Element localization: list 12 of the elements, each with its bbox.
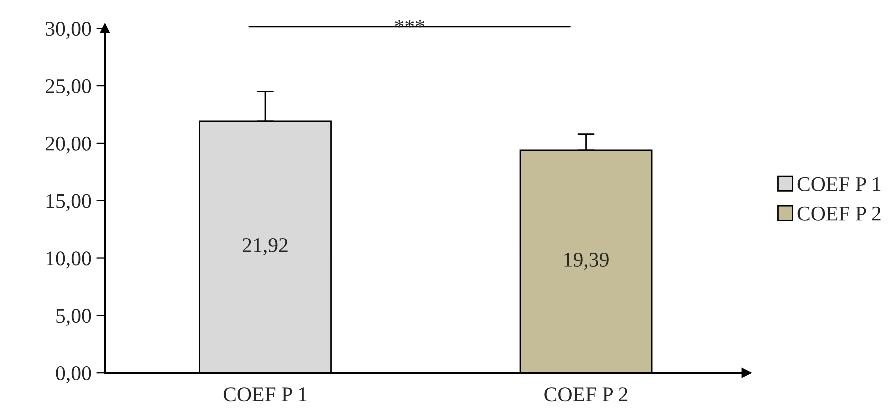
legend-label: COEF P 2: [798, 206, 881, 221]
y-tick-label: 20,00: [46, 136, 92, 154]
y-tick-label: 25,00: [46, 79, 92, 96]
y-tick-label: 0,00: [56, 366, 92, 384]
y-tick-label: 30,00: [46, 22, 92, 40]
legend-label: COEF P 1: [798, 177, 881, 192]
text: ***: [395, 20, 424, 28]
y-tick-label: 15,00: [46, 194, 92, 212]
y-tick-label: 10,00: [46, 252, 92, 269]
data-label: 21,92: [242, 238, 288, 256]
y-tick-label: 5,00: [56, 309, 92, 326]
data-label: 19,39: [564, 252, 609, 270]
